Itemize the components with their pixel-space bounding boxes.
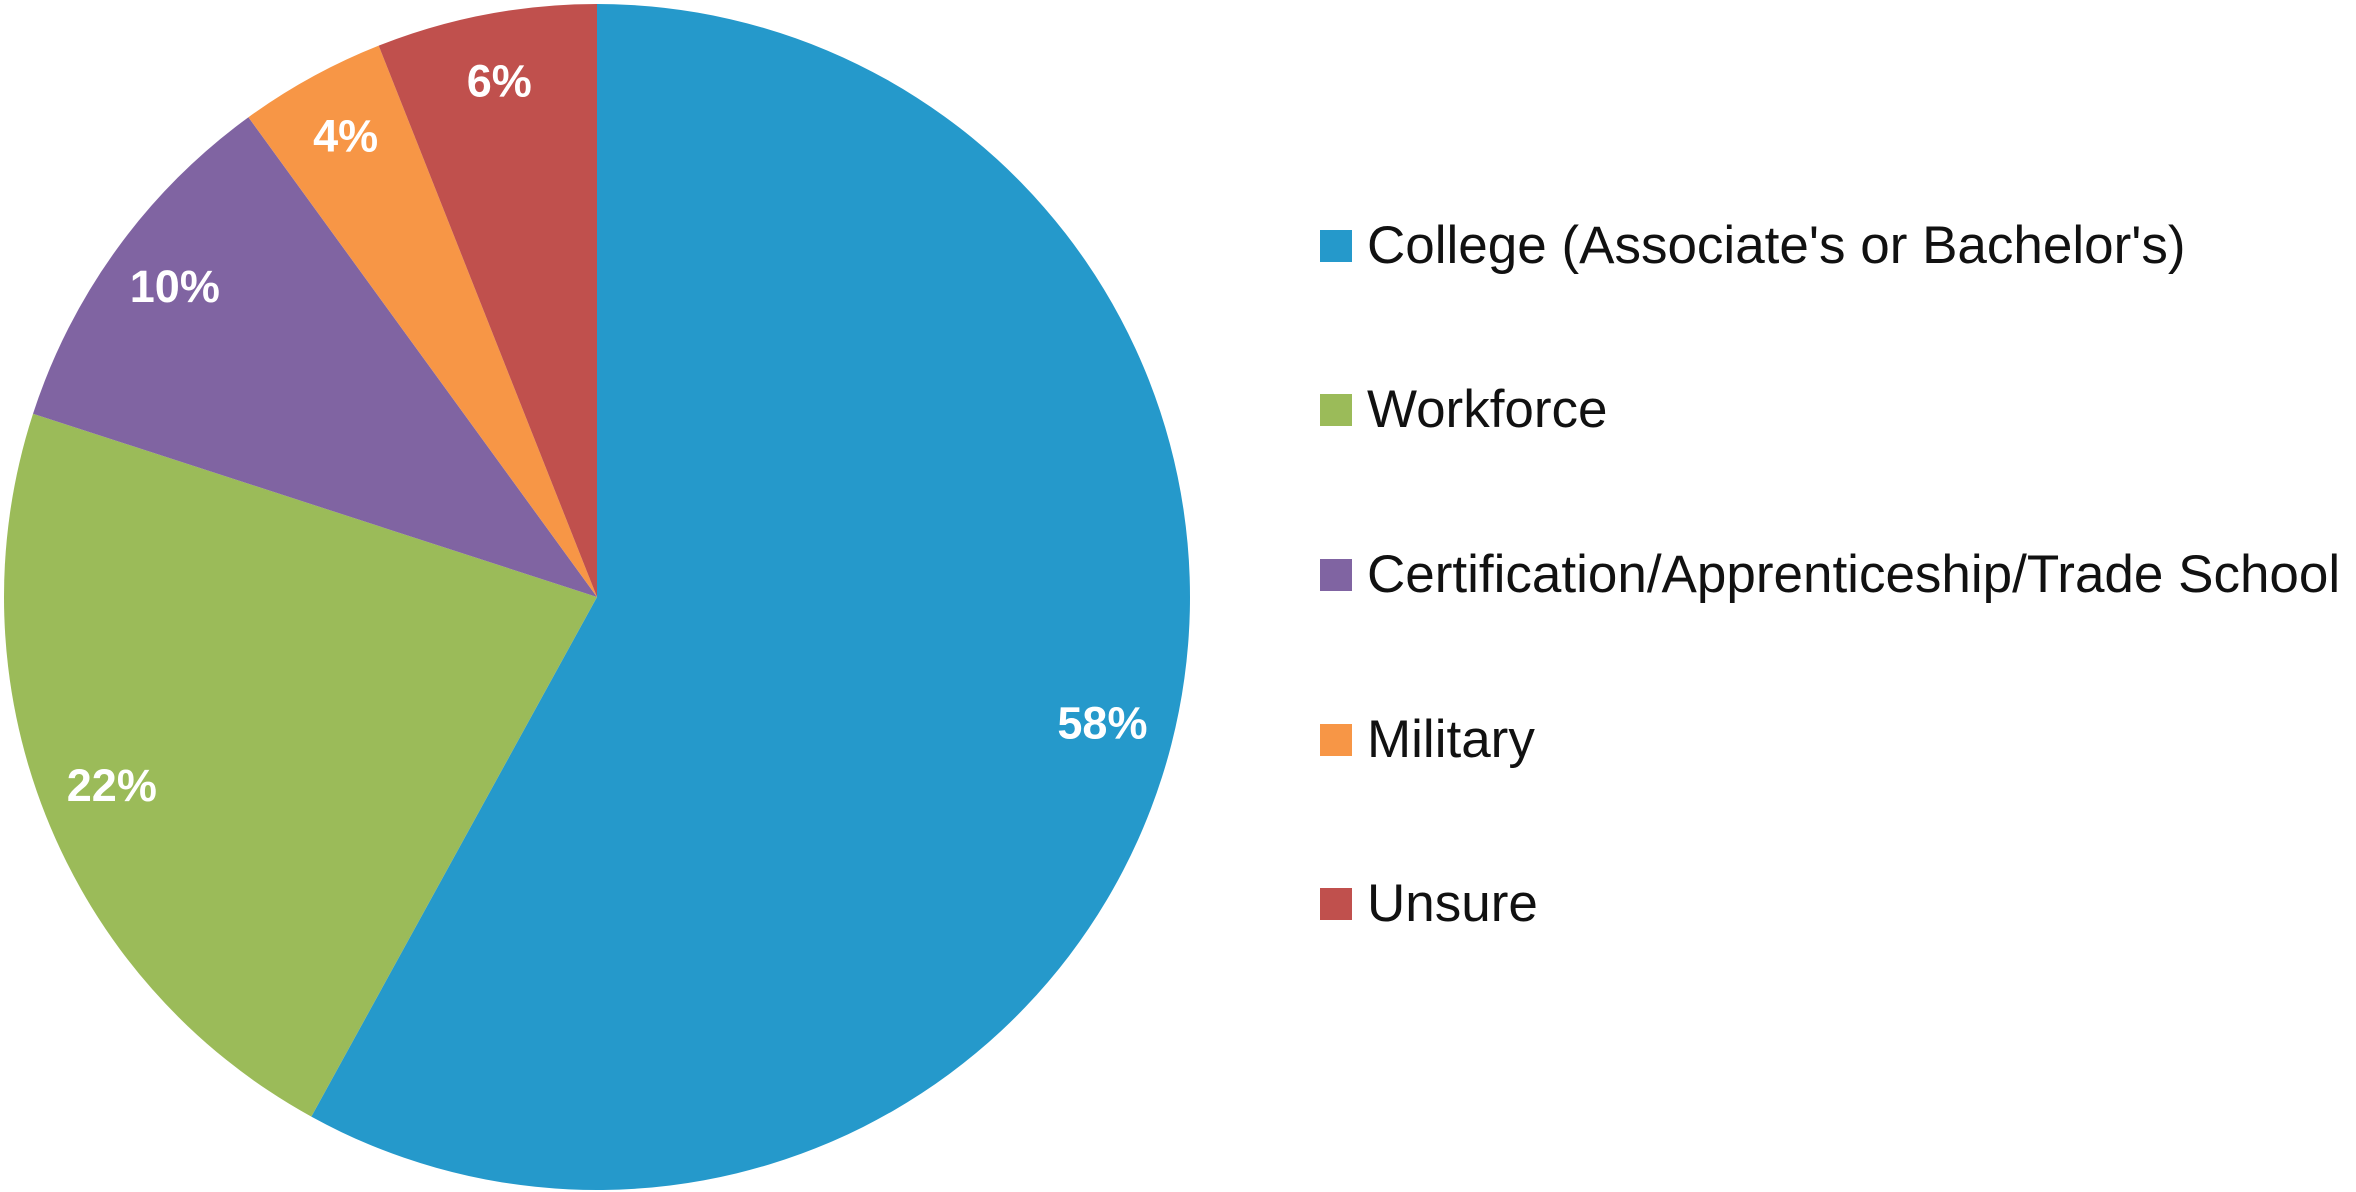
slice-label: 58%: [1057, 698, 1147, 749]
pie-slice: [248, 45, 597, 598]
legend-label: Military: [1367, 710, 1535, 769]
legend-swatch: [1320, 394, 1352, 426]
legend-swatch: [1320, 888, 1352, 920]
legend-label: Unsure: [1367, 874, 1538, 933]
legend-label: College (Associate's or Bachelor's): [1367, 216, 2186, 275]
legend-item: Military: [1320, 702, 2350, 777]
legend-label: Workforce: [1367, 380, 1608, 439]
legend-label: Certification/Apprenticeship/Trade Schoo…: [1367, 545, 2341, 604]
pie-slice: [3, 413, 597, 1117]
legend-swatch: [1320, 230, 1352, 262]
legend-item: Certification/Apprenticeship/Trade Schoo…: [1320, 537, 2350, 612]
slice-label: 10%: [130, 261, 220, 312]
legend-swatch: [1320, 724, 1352, 756]
pie-slice: [33, 117, 597, 597]
pie-slice: [378, 4, 597, 597]
legend-swatch: [1320, 559, 1352, 591]
slice-label: 22%: [67, 760, 157, 811]
slice-label: 4%: [313, 111, 378, 162]
legend-item: Unsure: [1320, 866, 2350, 941]
slice-label: 6%: [467, 55, 532, 106]
legend-item: College (Associate's or Bachelor's): [1320, 208, 2350, 283]
legend-item: Workforce: [1320, 372, 2350, 447]
pie-slice: [311, 4, 1190, 1190]
